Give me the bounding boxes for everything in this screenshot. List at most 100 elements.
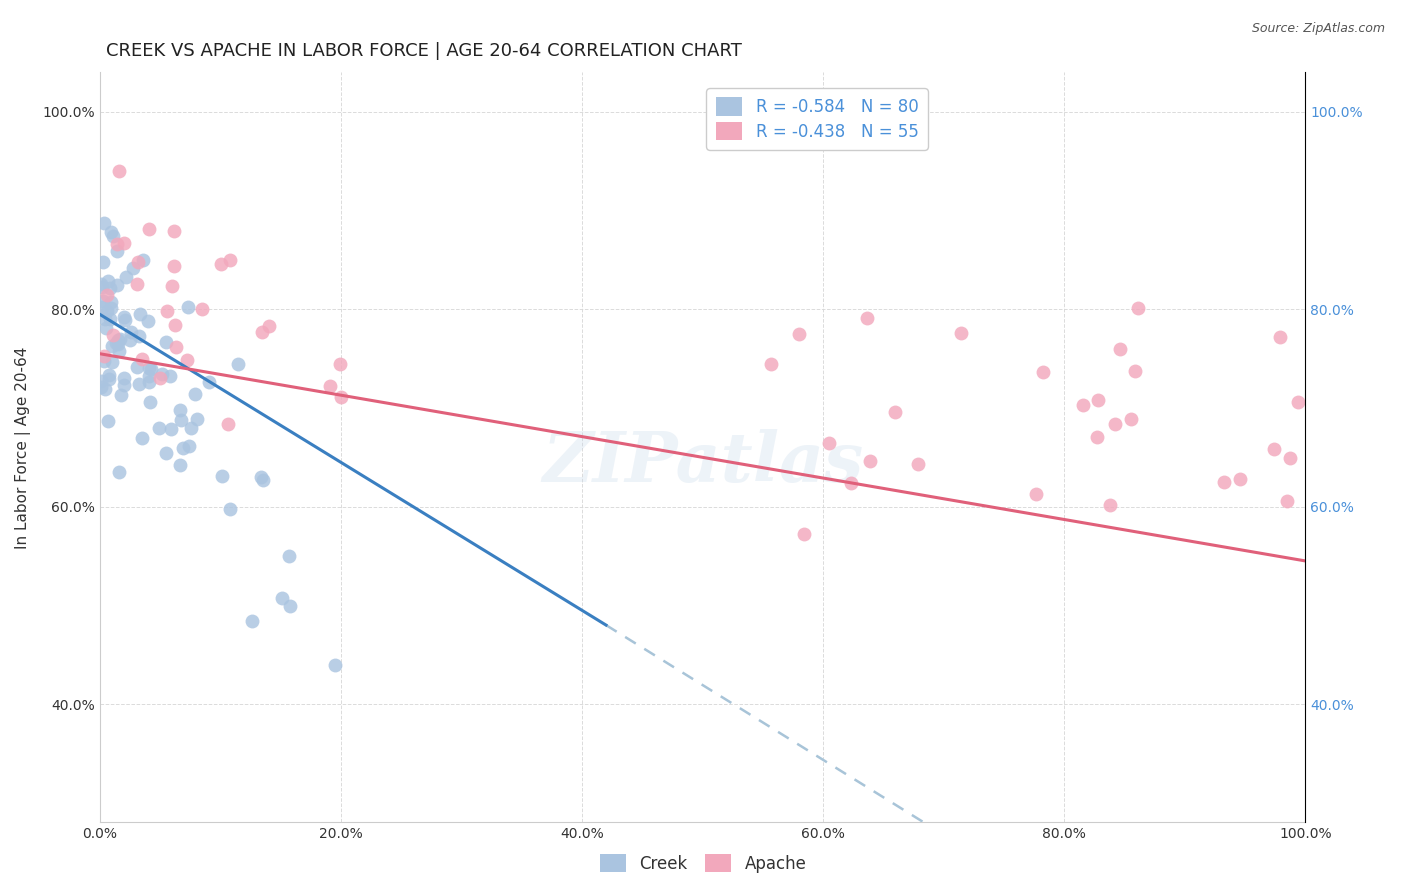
Point xyxy=(101,229,124,244)
Point xyxy=(107,337,129,351)
Point xyxy=(226,357,249,371)
Point xyxy=(278,599,301,613)
Point xyxy=(839,475,862,490)
Point xyxy=(1263,442,1285,457)
Point xyxy=(97,368,120,382)
Point xyxy=(1277,494,1299,508)
Point xyxy=(1025,487,1047,501)
Point xyxy=(179,439,201,453)
Point xyxy=(1104,417,1126,432)
Point xyxy=(160,422,183,436)
Point xyxy=(793,527,815,541)
Point xyxy=(96,321,118,335)
Point xyxy=(96,288,118,302)
Point xyxy=(163,224,186,238)
Point xyxy=(93,354,115,368)
Point xyxy=(197,376,219,390)
Point xyxy=(163,259,186,273)
Point xyxy=(150,367,173,381)
Point xyxy=(319,379,342,393)
Point xyxy=(108,343,131,358)
Point xyxy=(107,333,129,347)
Point xyxy=(115,270,138,285)
Point xyxy=(139,362,162,376)
Point xyxy=(90,380,112,394)
Point xyxy=(100,301,122,315)
Point xyxy=(105,236,128,251)
Point xyxy=(108,465,131,479)
Point xyxy=(950,326,973,340)
Point xyxy=(1032,365,1054,379)
Legend: R = -0.584   N = 80, R = -0.438   N = 55: R = -0.584 N = 80, R = -0.438 N = 55 xyxy=(706,88,928,150)
Point xyxy=(112,371,135,385)
Point xyxy=(761,357,783,371)
Point xyxy=(93,216,115,230)
Point xyxy=(271,591,294,606)
Point xyxy=(120,333,142,347)
Point xyxy=(240,614,263,628)
Point xyxy=(128,377,150,392)
Point xyxy=(191,302,214,317)
Point xyxy=(1278,451,1301,466)
Point xyxy=(278,549,301,563)
Point xyxy=(209,256,232,270)
Point xyxy=(100,225,122,239)
Legend: Creek, Apache: Creek, Apache xyxy=(593,847,813,880)
Point xyxy=(97,414,120,428)
Point xyxy=(1270,330,1292,344)
Point xyxy=(169,402,191,417)
Point xyxy=(859,453,882,467)
Point xyxy=(856,311,879,326)
Point xyxy=(93,312,115,326)
Point xyxy=(184,387,207,401)
Point xyxy=(176,353,198,368)
Point xyxy=(149,371,172,385)
Point xyxy=(91,294,114,309)
Point xyxy=(250,325,273,339)
Point xyxy=(138,222,160,236)
Point xyxy=(91,300,114,314)
Point xyxy=(90,277,112,291)
Point xyxy=(186,412,208,426)
Point xyxy=(789,327,811,342)
Point xyxy=(131,252,153,267)
Point xyxy=(155,446,177,460)
Point xyxy=(883,405,905,419)
Point xyxy=(112,377,135,392)
Point xyxy=(136,314,159,328)
Point xyxy=(1109,342,1132,356)
Point xyxy=(329,357,352,371)
Point xyxy=(127,255,149,269)
Point xyxy=(330,390,353,404)
Point xyxy=(91,255,114,269)
Text: CREEK VS APACHE IN LABOR FORCE | AGE 20-64 CORRELATION CHART: CREEK VS APACHE IN LABOR FORCE | AGE 20-… xyxy=(105,42,741,60)
Point xyxy=(1099,499,1122,513)
Point xyxy=(156,304,179,318)
Point xyxy=(100,339,122,353)
Point xyxy=(148,421,170,435)
Point xyxy=(108,332,131,346)
Point xyxy=(91,280,114,294)
Point xyxy=(165,318,187,333)
Point xyxy=(1087,393,1109,408)
Point xyxy=(98,281,121,295)
Y-axis label: In Labor Force | Age 20-64: In Labor Force | Age 20-64 xyxy=(15,346,31,549)
Point xyxy=(219,252,242,267)
Point xyxy=(180,420,202,434)
Point xyxy=(139,395,162,409)
Point xyxy=(155,334,177,349)
Point xyxy=(105,278,128,293)
Point xyxy=(165,340,187,354)
Point xyxy=(96,304,118,318)
Point xyxy=(112,236,135,251)
Point xyxy=(218,501,240,516)
Point xyxy=(138,361,160,376)
Point xyxy=(94,382,117,396)
Point xyxy=(176,300,198,314)
Point xyxy=(110,388,132,402)
Point xyxy=(211,469,233,483)
Point xyxy=(169,413,191,427)
Point xyxy=(125,359,148,374)
Point xyxy=(323,658,346,673)
Point xyxy=(1128,301,1150,315)
